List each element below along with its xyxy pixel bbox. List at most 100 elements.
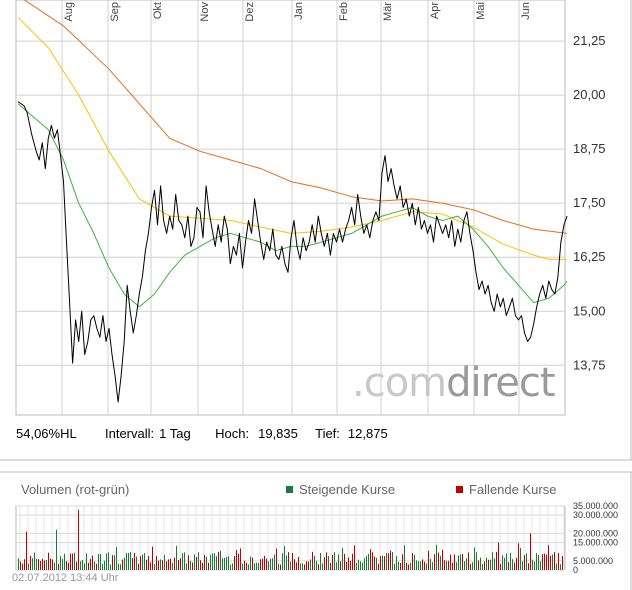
- volume-bar: [114, 555, 115, 570]
- stat-low-label: Tief:: [315, 426, 340, 441]
- volume-bar: [112, 555, 113, 570]
- volume-bar: [76, 561, 77, 570]
- volume-bar: [550, 556, 551, 570]
- price-y-tick-labels: 21,25 20,00 18,75 17,50 16,25 15,00 13,75: [573, 33, 606, 372]
- volume-bar: [502, 555, 503, 570]
- volume-bar: [408, 564, 409, 570]
- volume-bar: [446, 560, 447, 570]
- volume-bar: [556, 563, 557, 570]
- volume-bar: [316, 560, 317, 570]
- volume-bar: [32, 558, 33, 570]
- volume-bar: [18, 558, 19, 570]
- volume-bar: [418, 561, 419, 570]
- volume-bar: [560, 564, 561, 570]
- volume-bar: [322, 563, 323, 570]
- volume-bar: [496, 551, 497, 570]
- volume-bar: [36, 558, 37, 570]
- volume-bar: [230, 564, 231, 570]
- volume-bar: [420, 561, 421, 570]
- volume-bar: [460, 554, 461, 570]
- volume-bar: [458, 555, 459, 570]
- volume-bar: [226, 557, 227, 570]
- volume-bar: [130, 552, 131, 570]
- volume-bar: [168, 559, 169, 570]
- volume-bar: [314, 555, 315, 570]
- price-y-tick-label: 15,00: [573, 303, 606, 318]
- volume-bar: [430, 559, 431, 570]
- volume-bar: [140, 556, 141, 570]
- volume-bar: [330, 562, 331, 570]
- volume-bar: [192, 562, 193, 570]
- volume-bar: [178, 560, 179, 570]
- volume-bar: [26, 531, 27, 570]
- volume-bar: [150, 562, 151, 570]
- legend-rising-label: Steigende Kurse: [299, 482, 396, 497]
- volume-bar: [70, 553, 71, 570]
- volume-bar: [510, 552, 511, 570]
- volume-bar: [292, 552, 293, 570]
- volume-bar: [172, 563, 173, 570]
- volume-bar: [344, 553, 345, 570]
- volume-bar: [410, 562, 411, 570]
- volume-bar: [508, 562, 509, 570]
- volume-bar: [538, 554, 539, 570]
- volume-bar: [74, 552, 75, 570]
- volume-bar: [308, 561, 309, 570]
- volume-bar: [364, 558, 365, 570]
- volume-bar: [494, 558, 495, 570]
- volume-bar: [170, 558, 171, 570]
- volume-bar: [350, 560, 351, 570]
- month-label: Nov: [199, 2, 211, 22]
- stat-low-value: 12,875: [347, 426, 388, 441]
- volume-bar: [92, 555, 93, 570]
- volume-bar: [218, 552, 219, 570]
- volume-bar: [386, 552, 387, 570]
- volume-bar: [474, 547, 475, 570]
- volume-bar: [84, 563, 85, 570]
- volume-y-tick-label: 5.000.000: [573, 556, 613, 566]
- legend-rising: Steigende Kurse: [286, 482, 395, 497]
- volume-bar: [428, 550, 429, 570]
- month-label: Jan: [293, 2, 305, 20]
- volume-bar: [488, 559, 489, 570]
- volume-bar: [148, 556, 149, 570]
- volume-bar: [54, 562, 55, 570]
- volume-bar: [338, 554, 339, 570]
- volume-bar: [462, 553, 463, 570]
- volume-bar: [454, 554, 455, 570]
- volume-bar: [66, 561, 67, 570]
- volume-bar: [154, 564, 155, 570]
- volume-bar: [228, 556, 229, 570]
- volume-bar: [452, 562, 453, 570]
- volume-title: Volumen (rot-grün): [21, 482, 130, 497]
- volume-bar: [52, 559, 53, 570]
- moving-average-long: [23, 0, 568, 234]
- volume-bar: [242, 563, 243, 570]
- volume-bar: [522, 561, 523, 570]
- volume-bar: [478, 560, 479, 570]
- volume-bar: [20, 561, 21, 570]
- price-series: [17, 0, 568, 403]
- volume-bar: [142, 554, 143, 570]
- volume-bar: [88, 562, 89, 570]
- stat-interval-label: Intervall:: [105, 426, 155, 441]
- volume-bar: [284, 545, 285, 570]
- volume-bar: [346, 561, 347, 570]
- volume-bar: [558, 553, 559, 570]
- volume-bar: [384, 556, 385, 570]
- price-y-tick-label: 17,50: [573, 195, 606, 210]
- volume-bar: [472, 562, 473, 570]
- volume-bar: [80, 561, 81, 570]
- month-label: Apr: [429, 2, 441, 19]
- volume-bar: [224, 557, 225, 570]
- volume-bar: [254, 563, 255, 570]
- volume-bar: [412, 552, 413, 570]
- volume-bar: [288, 552, 289, 570]
- volume-bar: [392, 552, 393, 570]
- volume-bar: [448, 560, 449, 570]
- volume-bar: [554, 552, 555, 570]
- volume-bar: [422, 559, 423, 570]
- volume-bar: [222, 558, 223, 570]
- volume-bar: [216, 556, 217, 570]
- volume-bar: [424, 561, 425, 570]
